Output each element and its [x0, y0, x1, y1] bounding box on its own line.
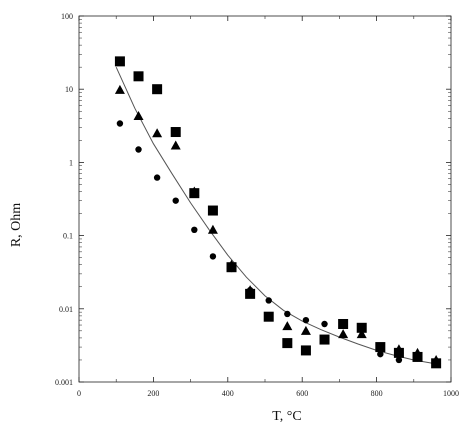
circle-point [377, 350, 384, 358]
circle-point [191, 226, 198, 234]
x-tick-label: 0 [77, 389, 81, 398]
triangle-point [226, 259, 237, 269]
y-tick-label: 100 [61, 12, 73, 21]
triangle-point [412, 347, 423, 357]
circle-point [302, 316, 310, 324]
triangle-point [356, 329, 367, 339]
y-axis-label: R, Ohm [9, 203, 24, 247]
triangle-point [189, 186, 200, 196]
y-tick-label: 0.01 [59, 305, 73, 314]
square-point [207, 205, 218, 216]
triangle-point [282, 321, 293, 331]
circle-point [172, 197, 179, 204]
circle-point [284, 310, 291, 318]
square-point [282, 338, 293, 349]
square-point [300, 345, 311, 356]
triangle-point [133, 111, 144, 121]
square-point [356, 322, 367, 333]
y-tick-label: 1 [69, 158, 73, 167]
circle-point [414, 355, 421, 362]
square-point [338, 318, 349, 329]
fit-curve-group [115, 66, 440, 366]
square-point [133, 71, 144, 82]
circle-point [209, 253, 217, 260]
square-point [114, 56, 125, 67]
triangle-point [152, 128, 163, 138]
x-tick-label: 400 [222, 389, 234, 398]
y-tick-label: 0.1 [63, 232, 73, 241]
circle-point [395, 356, 403, 364]
circle-point [432, 358, 440, 365]
square-point [375, 342, 386, 353]
data-points [114, 56, 442, 369]
axes: 0 200 400 600 800 1000 0.001 0.01 0.1 1 10 100 [55, 12, 459, 398]
fit-curve-line [115, 66, 440, 366]
circle-point [228, 265, 235, 273]
x-tick-label: 200 [147, 389, 159, 398]
x-axis-label: T, °C [272, 409, 301, 424]
square-point [170, 127, 181, 138]
circle-point [265, 297, 272, 304]
triangle-point [338, 329, 349, 339]
triangle-point [300, 325, 311, 335]
triangle-point [393, 344, 404, 354]
triangle-point [207, 224, 218, 234]
circle-point [135, 146, 142, 153]
circle-point [153, 174, 161, 181]
y-tick-label: 0.001 [55, 378, 73, 387]
plot-frame [78, 15, 452, 383]
x-tick-label: 600 [296, 389, 308, 398]
triangle-point [170, 140, 181, 150]
square-point [319, 334, 330, 345]
square-point [263, 311, 274, 322]
circle-point [246, 286, 254, 294]
square-point [152, 84, 163, 95]
y-tick-label: 10 [65, 85, 73, 94]
x-tick-label: 1000 [443, 389, 459, 398]
circle-point [321, 320, 328, 328]
triangle-point [114, 84, 125, 94]
circle-point [116, 120, 124, 127]
x-tick-label: 800 [371, 389, 383, 398]
